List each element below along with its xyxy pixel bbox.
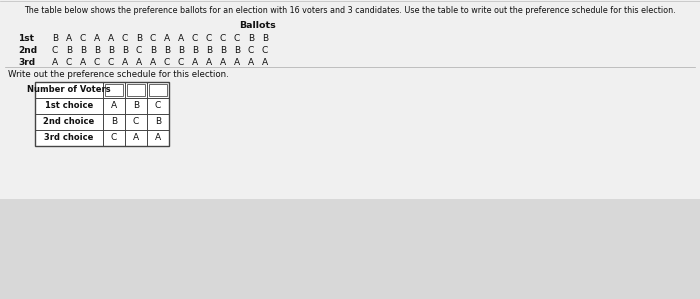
Text: C: C xyxy=(122,34,128,43)
Bar xyxy=(105,84,123,96)
Text: B: B xyxy=(220,46,226,55)
Bar xyxy=(0,0,700,199)
Text: B: B xyxy=(94,46,100,55)
Text: B: B xyxy=(136,34,142,43)
Text: C: C xyxy=(206,34,212,43)
Text: B: B xyxy=(206,46,212,55)
Text: B: B xyxy=(66,46,72,55)
Text: B: B xyxy=(150,46,156,55)
Text: The table below shows the preference ballots for an election with 16 voters and : The table below shows the preference bal… xyxy=(25,6,676,15)
Text: A: A xyxy=(133,133,139,143)
Text: 1st: 1st xyxy=(18,34,34,43)
Text: A: A xyxy=(220,58,226,67)
Text: B: B xyxy=(192,46,198,55)
Text: A: A xyxy=(108,34,114,43)
Bar xyxy=(149,84,167,96)
Text: B: B xyxy=(111,118,117,126)
Text: C: C xyxy=(94,58,100,67)
Text: C: C xyxy=(136,46,142,55)
Text: A: A xyxy=(150,58,156,67)
Text: B: B xyxy=(155,118,161,126)
Text: 2nd choice: 2nd choice xyxy=(43,118,94,126)
Text: B: B xyxy=(234,46,240,55)
Text: 2nd: 2nd xyxy=(18,46,37,55)
Text: C: C xyxy=(150,34,156,43)
Text: 1st choice: 1st choice xyxy=(45,101,93,111)
Text: B: B xyxy=(108,46,114,55)
Text: C: C xyxy=(111,133,117,143)
Text: A: A xyxy=(248,58,254,67)
Text: B: B xyxy=(122,46,128,55)
Text: C: C xyxy=(133,118,139,126)
Text: A: A xyxy=(66,34,72,43)
Text: A: A xyxy=(122,58,128,67)
Text: A: A xyxy=(192,58,198,67)
Text: Ballots: Ballots xyxy=(239,21,276,30)
Text: C: C xyxy=(234,34,240,43)
Text: A: A xyxy=(178,34,184,43)
Text: B: B xyxy=(262,34,268,43)
Text: A: A xyxy=(262,58,268,67)
Text: A: A xyxy=(111,101,117,111)
Text: A: A xyxy=(155,133,161,143)
Text: A: A xyxy=(234,58,240,67)
Text: 3rd: 3rd xyxy=(18,58,35,67)
Bar xyxy=(35,82,169,146)
Text: A: A xyxy=(52,58,58,67)
Text: A: A xyxy=(136,58,142,67)
Text: B: B xyxy=(52,34,58,43)
Text: 3rd choice: 3rd choice xyxy=(44,133,94,143)
Text: A: A xyxy=(206,58,212,67)
Text: B: B xyxy=(164,46,170,55)
Text: A: A xyxy=(164,34,170,43)
Text: C: C xyxy=(52,46,58,55)
Text: C: C xyxy=(155,101,161,111)
Text: C: C xyxy=(178,58,184,67)
Text: C: C xyxy=(66,58,72,67)
Text: A: A xyxy=(80,58,86,67)
Text: C: C xyxy=(262,46,268,55)
Text: Number of Voters: Number of Voters xyxy=(27,86,111,94)
Text: B: B xyxy=(133,101,139,111)
Text: B: B xyxy=(80,46,86,55)
Text: B: B xyxy=(178,46,184,55)
Text: A: A xyxy=(94,34,100,43)
Text: C: C xyxy=(164,58,170,67)
Text: C: C xyxy=(248,46,254,55)
Text: C: C xyxy=(192,34,198,43)
Text: C: C xyxy=(108,58,114,67)
Text: Write out the preference schedule for this election.: Write out the preference schedule for th… xyxy=(8,70,229,79)
Text: C: C xyxy=(80,34,86,43)
Bar xyxy=(127,84,145,96)
Text: B: B xyxy=(248,34,254,43)
Text: C: C xyxy=(220,34,226,43)
